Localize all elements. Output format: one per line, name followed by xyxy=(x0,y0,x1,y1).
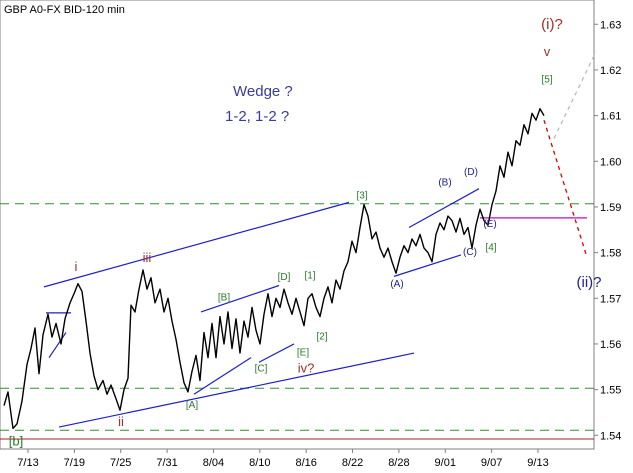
trend-line xyxy=(200,284,280,313)
wave-label: (ii)? xyxy=(577,274,602,291)
y-tick-label: 1.56 xyxy=(600,339,621,351)
wave-label: ii xyxy=(118,414,124,429)
wave-label: (A) xyxy=(390,279,403,290)
forecast-alt-line xyxy=(553,51,597,139)
price-line xyxy=(3,108,545,430)
wave-label: [C] xyxy=(255,363,268,374)
chart-title: GBP A0-FX BID-120 min xyxy=(4,4,125,16)
y-tick-label: 1.58 xyxy=(600,248,621,260)
x-tick-label: 9/01 xyxy=(435,457,456,469)
trend-line xyxy=(258,343,295,363)
wave-label: v xyxy=(544,44,551,59)
wedge-note: Wedge ? xyxy=(233,83,293,100)
trend-line xyxy=(193,357,252,395)
y-tick-label: 1.62 xyxy=(600,65,621,77)
wave-label: [5] xyxy=(541,75,552,86)
wave-label: [B] xyxy=(218,293,230,304)
wave-label: [1] xyxy=(304,271,315,282)
trend-line xyxy=(43,201,350,288)
y-tick-label: 1.63 xyxy=(600,19,621,31)
wave-label: [D] xyxy=(278,272,291,283)
x-tick-label: 8/10 xyxy=(249,457,270,469)
wave-label: (E) xyxy=(483,219,496,230)
trend-line xyxy=(58,352,415,428)
x-tick-label: 7/25 xyxy=(110,457,131,469)
count-note: 1-2, 1-2 ? xyxy=(225,108,290,125)
wave-label: (C) xyxy=(463,247,477,258)
y-tick-label: 1.55 xyxy=(600,385,621,397)
x-tick-label: 8/16 xyxy=(295,457,316,469)
x-tick-label: 9/07 xyxy=(481,457,502,469)
trend-line xyxy=(393,254,462,277)
y-tick-label: 1.57 xyxy=(600,293,621,305)
y-tick-label: 1.60 xyxy=(600,156,621,168)
wave-label: [A] xyxy=(186,400,198,411)
x-tick-label: 8/28 xyxy=(388,457,409,469)
wave-label: iv? xyxy=(298,360,315,375)
plot-frame xyxy=(0,0,595,450)
wave-label: [E] xyxy=(297,347,309,358)
wave-label: (D) xyxy=(464,167,478,178)
wave-label: i xyxy=(75,259,78,274)
wave-label: iii xyxy=(143,250,152,265)
forecast-line xyxy=(543,119,588,258)
x-tick-label: 8/22 xyxy=(342,457,363,469)
wave-label: [b] xyxy=(9,433,23,448)
trend-line xyxy=(48,332,67,358)
x-tick-label: 7/31 xyxy=(156,457,177,469)
wave-label: (B) xyxy=(438,177,451,188)
x-tick-label: 8/04 xyxy=(203,457,224,469)
y-tick-label: 1.61 xyxy=(600,111,621,123)
x-tick-label: 7/19 xyxy=(64,457,85,469)
wave-label: [4] xyxy=(485,242,496,253)
y-tick-label: 1.54 xyxy=(600,430,621,442)
x-tick-label: 9/13 xyxy=(527,457,548,469)
wave-label: [2] xyxy=(316,331,327,342)
y-tick-label: 1.59 xyxy=(600,202,621,214)
wave-label: [3] xyxy=(356,191,367,202)
x-tick-label: 7/13 xyxy=(17,457,38,469)
wave-label: (i)? xyxy=(541,16,563,33)
trend-line xyxy=(408,188,480,229)
